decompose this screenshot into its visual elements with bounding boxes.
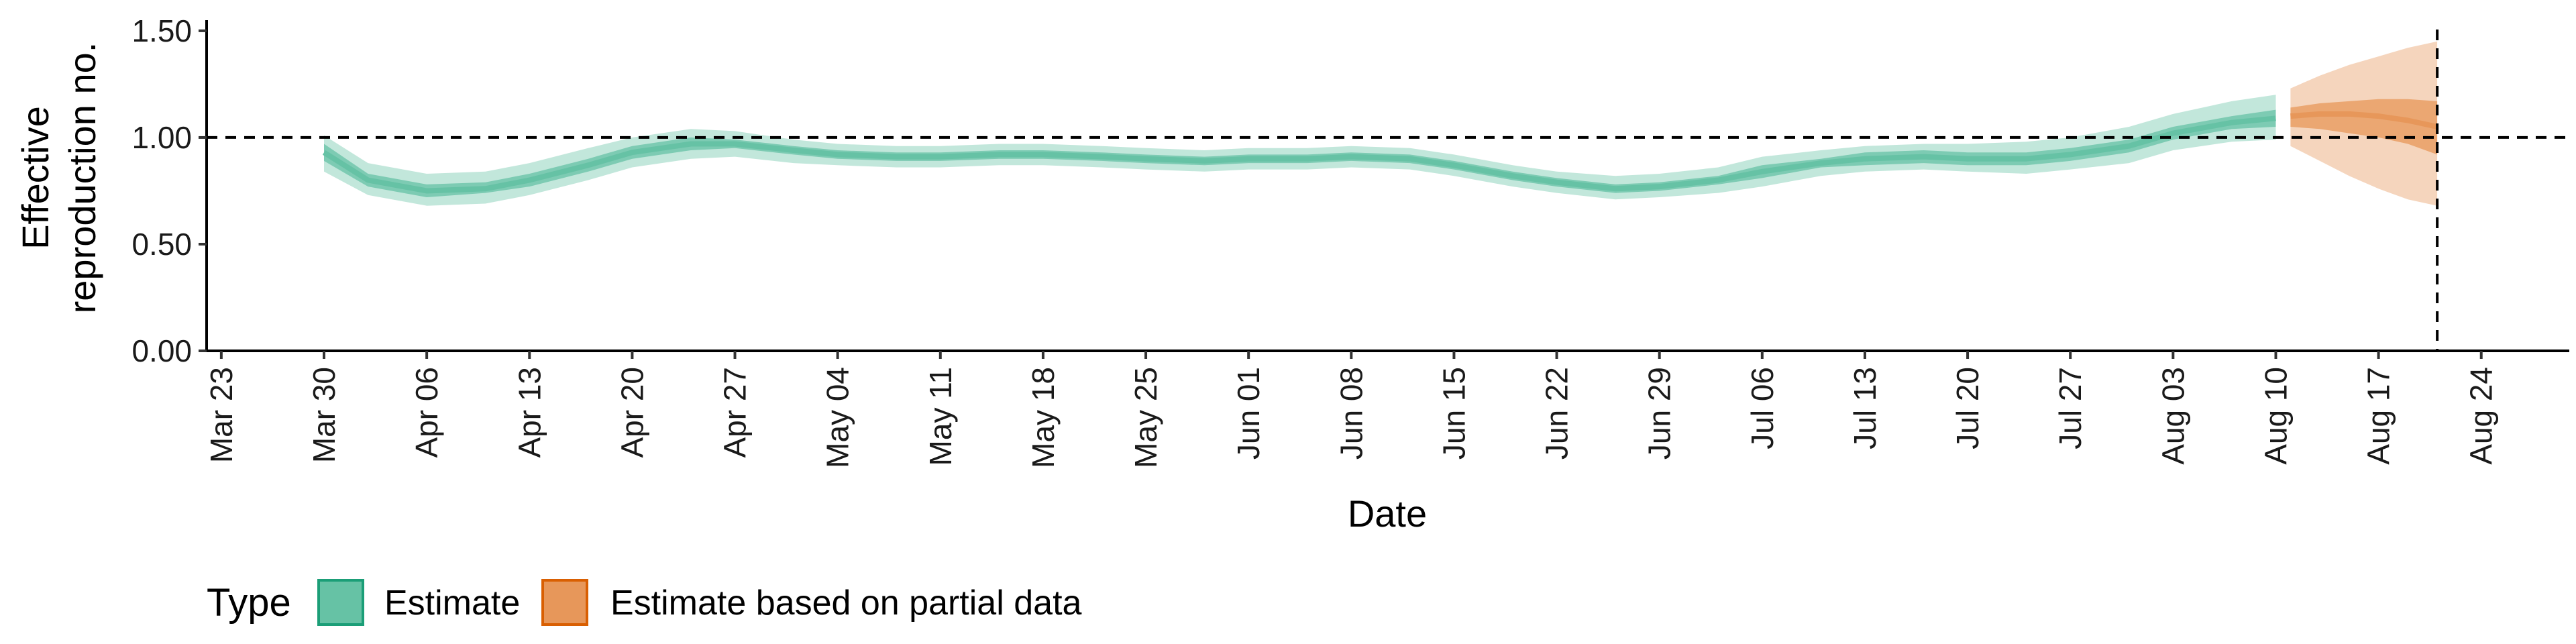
- band-inner-estimate: [324, 109, 2276, 197]
- x-axis-title: Date: [1348, 492, 1427, 535]
- x-tick-label: Mar 30: [307, 367, 341, 463]
- x-tick-label: Aug 03: [2155, 367, 2190, 465]
- x-tick-label: Jun 29: [1642, 367, 1677, 460]
- y-tick-label: 0.00: [131, 333, 192, 368]
- legend-swatch-estimate: [317, 579, 364, 626]
- y-axis-title-line-2: reproduction no.: [61, 42, 103, 314]
- x-tick-label: Jul 06: [1745, 367, 1780, 449]
- x-tick-label: May 11: [923, 367, 958, 466]
- x-tick-label: Jul 13: [1847, 367, 1882, 449]
- reference-lines: [207, 30, 2569, 351]
- x-tick-label: Apr 27: [718, 367, 753, 458]
- legend-swatch-partial: [541, 579, 588, 626]
- x-tick-label: Aug 17: [2361, 367, 2396, 465]
- y-tick-label: 1.50: [131, 13, 192, 48]
- x-tick-label: Jul 20: [1950, 367, 1985, 449]
- estimate-bands: [322, 41, 2438, 206]
- median-line-estimate-based-on-partial-data: [2290, 111, 2438, 129]
- legend-title: Type: [207, 581, 291, 625]
- median-line-estimate: [322, 115, 2276, 194]
- x-tick-label: Apr 13: [512, 367, 547, 458]
- x-tick-label: May 04: [820, 367, 855, 468]
- x-tick-label: Aug 24: [2464, 367, 2499, 465]
- x-tick-label: Jun 15: [1436, 367, 1471, 460]
- x-tick-label: Apr 20: [614, 367, 649, 458]
- y-tick-label: 1.00: [131, 120, 192, 155]
- band-outer-estimate: [324, 95, 2276, 206]
- x-tick-label: May 18: [1026, 367, 1061, 468]
- legend-label-partial: Estimate based on partial data: [610, 584, 1082, 623]
- legend: Type Estimate Estimate based on partial …: [207, 579, 1082, 626]
- x-tick-label: Jun 01: [1231, 367, 1266, 460]
- y-axis-title-line-1: Effective: [14, 106, 56, 250]
- x-tick-label: Jun 22: [1540, 367, 1574, 460]
- axes: 0.00 0.50 1.00 1.50 Mar 23 Mar 30 Apr 06 Apr 13…: [131, 13, 2569, 468]
- x-tick-label: Jul 27: [2053, 367, 2088, 449]
- x-tick-label: Jun 08: [1334, 367, 1368, 460]
- legend-label-estimate: Estimate: [384, 584, 520, 623]
- x-tick-label: Mar 23: [204, 367, 239, 463]
- x-tick-label: Apr 06: [409, 367, 444, 458]
- y-tick-label: 0.50: [131, 227, 192, 262]
- x-tick-label: Aug 10: [2259, 367, 2294, 465]
- x-tick-label: May 25: [1128, 367, 1163, 468]
